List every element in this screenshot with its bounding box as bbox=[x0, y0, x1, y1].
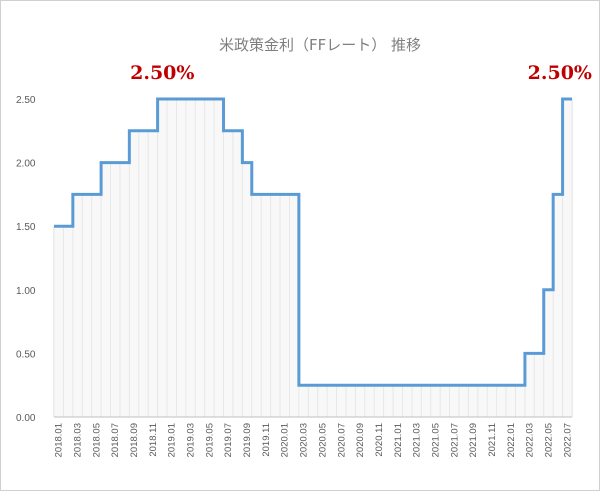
x-tick-label: 2021.11 bbox=[487, 423, 498, 457]
series-line bbox=[54, 97, 572, 387]
x-tick-label: 2021.01 bbox=[393, 423, 404, 457]
x-tick-label: 2020.01 bbox=[280, 423, 291, 457]
x-tick-label: 2019.09 bbox=[242, 423, 253, 457]
y-tick-label: 0.00 bbox=[16, 413, 36, 424]
x-tick-label: 2022.01 bbox=[506, 423, 517, 457]
x-tick-label: 2019.01 bbox=[167, 423, 178, 457]
y-tick-label: 2.50 bbox=[16, 95, 36, 106]
y-tick-label: 0.50 bbox=[16, 349, 36, 360]
y-tick-label: 1.00 bbox=[16, 286, 36, 297]
area-fill bbox=[54, 99, 572, 417]
vertical-grid bbox=[53, 99, 573, 417]
x-tick-label: 2021.09 bbox=[468, 423, 479, 457]
x-tick-label: 2021.03 bbox=[412, 423, 423, 457]
x-tick-label: 2019.11 bbox=[261, 423, 272, 457]
x-tick-label: 2018.09 bbox=[129, 423, 140, 457]
chart-title: 米政策金利（FFレート） 推移 bbox=[219, 36, 421, 54]
x-tick-label: 2021.05 bbox=[430, 423, 441, 457]
y-tick-label: 1.50 bbox=[16, 222, 36, 233]
x-tick-label: 2020.07 bbox=[336, 423, 347, 457]
y-tick-labels: 0.00 0.50 1.00 1.50 2.00 2.50 bbox=[16, 95, 36, 424]
x-tick-label: 2018.01 bbox=[54, 423, 65, 457]
x-tick-label: 2018.11 bbox=[148, 423, 159, 457]
x-tick-label: 2022.03 bbox=[525, 423, 536, 457]
x-tick-labels: 2018.01 2018.03 2018.05 2018.07 2018.09 2018.… bbox=[54, 423, 574, 457]
series-layer bbox=[54, 97, 572, 387]
annotation-label: 2.50% bbox=[528, 62, 592, 84]
x-tick-label: 2020.11 bbox=[374, 423, 385, 457]
annotation-layer: 2.50% 2.50% bbox=[130, 62, 592, 84]
x-tick-label: 2019.03 bbox=[186, 423, 197, 457]
x-tick-label: 2020.03 bbox=[299, 423, 310, 457]
annotation-label: 2.50% bbox=[130, 62, 194, 84]
x-tick-label: 2022.05 bbox=[543, 423, 554, 457]
x-tick-label: 2018.05 bbox=[91, 423, 102, 457]
x-tick-label: 2020.09 bbox=[355, 423, 366, 457]
x-tick-label: 2022.07 bbox=[562, 423, 573, 457]
x-tick-label: 2018.03 bbox=[73, 423, 84, 457]
x-tick-label: 2020.05 bbox=[317, 423, 328, 457]
x-tick-label: 2019.07 bbox=[223, 423, 234, 457]
x-tick-label: 2021.07 bbox=[449, 423, 460, 457]
y-tick-label: 2.00 bbox=[16, 159, 36, 170]
x-tick-label: 2018.07 bbox=[110, 423, 121, 457]
x-tick-label: 2019.05 bbox=[204, 423, 215, 457]
